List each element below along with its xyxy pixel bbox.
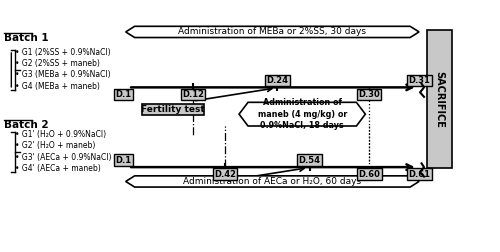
Text: Administration of MEBa or 2%SS, 30 days: Administration of MEBa or 2%SS, 30 days: [178, 27, 366, 37]
Text: • G4 (MEBa + maneb): • G4 (MEBa + maneb): [16, 82, 100, 91]
Text: Batch 2: Batch 2: [4, 120, 48, 130]
Text: • G1 (2%SS + 0.9%NaCl): • G1 (2%SS + 0.9%NaCl): [16, 48, 111, 57]
Polygon shape: [126, 176, 419, 187]
Text: D.42: D.42: [214, 170, 236, 179]
Text: D.31: D.31: [408, 76, 430, 85]
Polygon shape: [126, 26, 419, 38]
Text: • G4' (AECa + maneb): • G4' (AECa + maneb): [16, 164, 101, 173]
Text: Batch 1: Batch 1: [4, 33, 48, 43]
FancyBboxPatch shape: [426, 30, 452, 168]
Text: • G2' (H₂O + maneb): • G2' (H₂O + maneb): [16, 141, 96, 150]
Text: Fertility test: Fertility test: [141, 105, 204, 114]
Text: D.54: D.54: [298, 156, 320, 165]
Text: D.1: D.1: [115, 90, 132, 99]
Text: • G2 (2%SS + maneb): • G2 (2%SS + maneb): [16, 59, 100, 68]
Text: D.24: D.24: [266, 76, 288, 85]
Text: SACRIFICE: SACRIFICE: [434, 71, 444, 128]
Polygon shape: [239, 102, 366, 126]
Text: • G3' (AECa + 0.9%NaCl): • G3' (AECa + 0.9%NaCl): [16, 153, 112, 162]
Text: D.61: D.61: [408, 170, 430, 179]
FancyBboxPatch shape: [142, 104, 204, 115]
Text: D.1: D.1: [115, 156, 132, 165]
Text: D.12: D.12: [182, 90, 204, 99]
Text: Administration of AECa or H₂O, 60 days: Administration of AECa or H₂O, 60 days: [184, 177, 362, 186]
Text: D.30: D.30: [358, 90, 380, 99]
Text: • G1' (H₂O + 0.9%NaCl): • G1' (H₂O + 0.9%NaCl): [16, 130, 106, 139]
Text: D.60: D.60: [358, 170, 380, 179]
Text: • G3 (MEBa + 0.9%NaCl): • G3 (MEBa + 0.9%NaCl): [16, 70, 111, 79]
Text: Administration of
maneb (4 mg/kg) or
0.9%NaCl, 18 days: Administration of maneb (4 mg/kg) or 0.9…: [258, 98, 347, 131]
